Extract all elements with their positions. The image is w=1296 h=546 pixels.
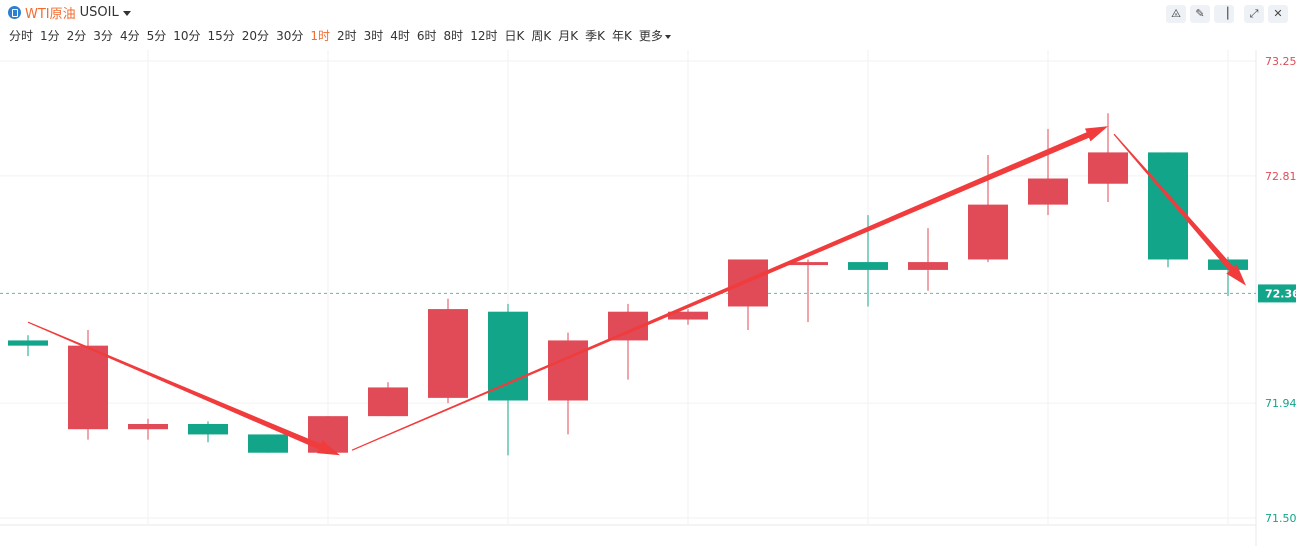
period-tab[interactable]: 周K [531,29,552,43]
candle-body [1028,178,1068,205]
toolbar: ⨻ ✎ ▕ ⤢ ✕ [1162,5,1288,23]
period-tab[interactable]: 分时 [9,29,34,43]
symbol-logo-icon [8,5,21,19]
candle-body [728,259,768,307]
period-tab[interactable]: 5分 [146,29,167,43]
trend-arrow [1113,133,1246,286]
more-periods-button[interactable]: 更多 [639,27,671,44]
period-tab[interactable]: 2分 [66,29,87,43]
chevron-down-icon [664,34,671,39]
period-tab[interactable]: 8时 [443,29,464,43]
candle-body [68,345,108,430]
current-price-label: 72.36 [1265,287,1296,300]
period-tab[interactable]: 3时 [363,29,384,43]
y-tick-label: 72.81 [1265,170,1296,183]
candle-body [1088,152,1128,184]
period-tab[interactable]: 2时 [336,29,357,43]
expand-icon[interactable]: ⤢ [1244,5,1264,23]
symbol-code: USOIL [79,4,119,20]
period-tab[interactable]: 12时 [470,29,498,43]
period-tab[interactable]: 6时 [416,29,437,43]
candle-body [668,311,708,320]
candle-body [788,262,828,266]
candle-body [428,309,468,398]
candle-body [8,340,48,346]
chart-header: WTI原油 USOIL 分时 1分 2分 3分 4分 5分 10分 15分 20分 30分 1时 2时… [0,0,1296,50]
candle-body [908,262,948,270]
period-tab[interactable]: 4分 [119,29,140,43]
period-tab[interactable]: 日K [504,29,525,43]
period-tab[interactable]: 月K [558,29,579,43]
candle-body [548,340,588,401]
period-tab[interactable]: 20分 [241,29,270,43]
trend-arrow [27,321,341,456]
candle-body [248,434,288,453]
period-tab[interactable]: 4时 [390,29,410,43]
symbol-selector[interactable]: WTI原油 USOIL [8,3,131,22]
candle-body [368,387,408,417]
y-tick-label: 71.50 [1265,512,1296,525]
pencil-icon[interactable]: ✎ [1190,5,1210,23]
symbol-name: WTI原油 [25,6,76,22]
line-tool-icon[interactable]: ⨻ [1166,5,1186,23]
close-icon[interactable]: ✕ [1268,5,1288,23]
candle-body [1148,152,1188,260]
period-tab[interactable]: 30分 [276,29,304,43]
y-tick-label: 71.94 [1265,397,1296,410]
period-tab[interactable]: 1时 [310,29,330,43]
period-tab[interactable]: 15分 [207,29,235,43]
candle-body [488,311,528,401]
candlestick-chart[interactable]: 73.25 72.81 71.94 71.50 72.36 [0,50,1296,546]
period-tab[interactable]: 年K [611,29,632,43]
period-tab[interactable]: 3分 [93,29,113,43]
current-price-badge [1258,284,1296,303]
candle-body [188,423,228,435]
candle-body [968,204,1008,260]
trend-arrow [351,126,1108,451]
candle-body [848,262,888,270]
candle-body [128,423,168,430]
chevron-down-icon [122,10,131,16]
y-tick-label: 73.25 [1265,55,1296,68]
more-label: 更多 [638,29,663,43]
period-tab[interactable]: 10分 [173,29,201,43]
period-tab[interactable]: 季K [585,29,605,43]
candlestick-type-icon[interactable]: ▕ [1214,5,1234,23]
period-tabs: 分时 1分 2分 3分 4分 5分 10分 15分 20分 30分 1时 2时 3时 4时 6时 8时 12时日… [9,27,678,44]
period-tab[interactable]: 1分 [40,29,60,43]
